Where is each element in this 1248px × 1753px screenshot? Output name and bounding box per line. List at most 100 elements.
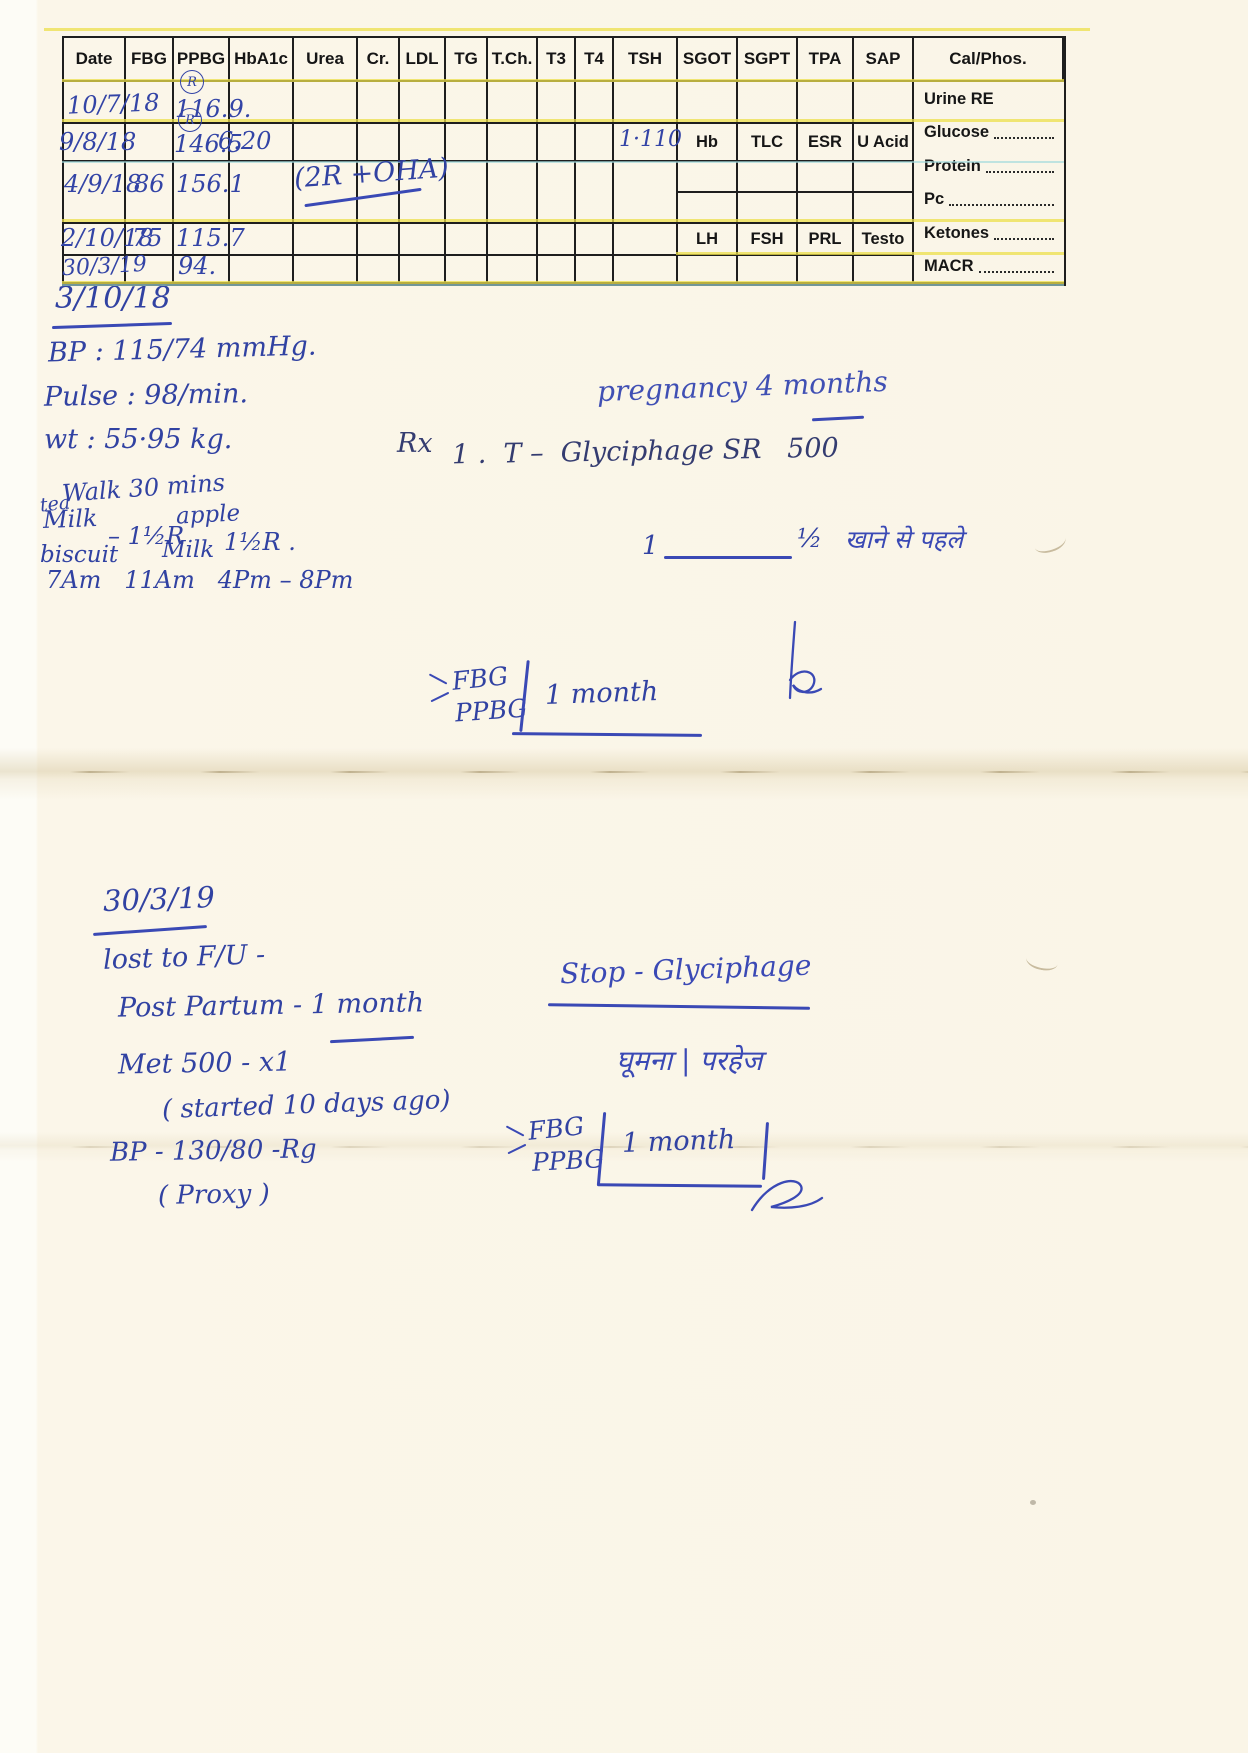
lab-cell-empty (488, 162, 538, 224)
visit1-diet-dose1: – 1½R (108, 522, 185, 550)
col-header-tch: T.Ch. (488, 38, 538, 82)
lab-cell-empty (488, 124, 538, 162)
lab-cell-empty (738, 256, 798, 284)
visit1-diet-biscuit: biscuit (40, 542, 119, 568)
panel-header-prl: PRL (798, 224, 854, 256)
visit2-date: 30/3/19 (102, 880, 216, 918)
dotted-leader (994, 237, 1054, 240)
lab-cell-empty (854, 193, 914, 224)
lab-cell-empty (614, 224, 678, 256)
lab-cell-empty (538, 162, 576, 224)
hw-hba1c-r2: 6.20 (218, 127, 272, 155)
lab-cell-empty (400, 256, 446, 284)
col-header-sgot: SGOT (678, 38, 738, 82)
lab-cell-empty (576, 256, 614, 284)
lab-cell-empty (798, 82, 854, 124)
urine-label-row: Protein (924, 157, 1056, 176)
lab-cell-ppbg: 115.7 (174, 224, 245, 256)
hw-ppbg-r5: 94. (178, 252, 217, 280)
stop-underline (547, 1003, 811, 1010)
col-header-calphos: Cal/Phos. (914, 38, 1064, 82)
visit1-date: 3/10/18 (55, 281, 171, 316)
lab-cell-tsh: 1·110 (614, 124, 682, 162)
visit1-weight: wt : 55·95 kg. (44, 424, 233, 455)
lab-cell-empty (446, 224, 488, 256)
lab-cell-empty (446, 162, 488, 224)
lab-cell-empty (230, 162, 294, 224)
visit1-diet-apple: apple (175, 500, 241, 530)
lab-cell-empty (488, 256, 538, 284)
lab-cell-empty (446, 124, 488, 162)
lab-cell-empty (126, 82, 174, 124)
col-header-t3: T3 (538, 38, 576, 82)
visit1-followup-test1: FBG (450, 661, 510, 696)
dose-evening: ½ (797, 524, 823, 554)
lab-cell-empty (614, 82, 678, 124)
hw-date-r5: 30/3/19 (61, 251, 148, 282)
doctor-signature (750, 1179, 824, 1212)
urine-label: Ketones (924, 223, 990, 242)
hw-ppbg-r3: 156.1 (176, 170, 245, 198)
col-header-sgpt: SGPT (738, 38, 798, 82)
visit2-line4: ( started 10 days ago) (161, 1084, 452, 1126)
visit2-followup-period: 1 month (621, 1124, 736, 1159)
panel-header-lh: LH (678, 224, 738, 256)
dotted-leader (985, 170, 1054, 173)
urine-label-row: MACR (924, 257, 1056, 276)
visit2-followup-test1: FBG (526, 1111, 586, 1146)
visit1-date-underline (51, 321, 173, 329)
lab-cell-empty (230, 82, 294, 124)
visit1-pulse: Pulse : 98/min. (43, 378, 249, 413)
urine-label-row: Glucose (924, 123, 1056, 142)
col-header-fbg: FBG (126, 38, 174, 82)
hw-fbg-r3: 86 (134, 170, 165, 198)
hw-date-r1: 10/7/18 (66, 88, 160, 120)
followup-rule (596, 1183, 763, 1188)
dotted-leader (978, 270, 1054, 273)
col-header-tg: TG (446, 38, 488, 82)
col-header-ldl: LDL (400, 38, 446, 82)
lab-cell-empty (538, 256, 576, 284)
col-header-hba1c: HbA1c (230, 38, 294, 82)
panel-header-hb: Hb (678, 124, 738, 162)
lab-cell-empty (538, 82, 576, 124)
visit2-followup-test2: PPBG (531, 1144, 606, 1177)
lab-cell-empty (294, 162, 358, 224)
lab-cell-empty (576, 224, 614, 256)
lab-cell-empty (294, 82, 358, 124)
urine-label: Glucose (924, 123, 990, 142)
dose-instruction-hindi: खाने से पहले (845, 525, 964, 554)
lab-cell-empty (400, 162, 446, 224)
rx-item: 1 . T – Glyciphage SR 500 (451, 432, 839, 471)
visit1-diet-milk2: Milk (162, 537, 215, 563)
lab-cell-empty (678, 162, 738, 193)
lab-cell-empty (576, 82, 614, 124)
urine-label: Pc (924, 190, 945, 209)
followup-chevron (430, 691, 450, 703)
col-header-cr: Cr. (358, 38, 400, 82)
lab-cell-empty (488, 224, 538, 256)
lab-cell-empty (576, 162, 614, 224)
visit2-line2: Post Partum - 1 month (118, 987, 424, 1023)
followup-chevron (428, 673, 448, 685)
lab-cell-empty (294, 124, 358, 162)
lab-cell-empty (854, 162, 914, 193)
lab-results-table: Urine RE Glucose Protein Pc Ketones MACR… (59, 36, 1066, 286)
panel-header-esr: ESR (798, 124, 854, 162)
circled-r-mark: R (178, 108, 202, 132)
visit1-bp: BP : 115/74 mmHg. (47, 330, 317, 369)
lab-cell-empty (446, 256, 488, 284)
lab-cell-fbg: 86 (126, 162, 174, 224)
dose-morning: 1 (642, 531, 659, 561)
lab-cell-empty (538, 224, 576, 256)
visit2-line2-underline (329, 1035, 415, 1043)
lab-cell-empty (678, 256, 738, 284)
col-header-t4: T4 (576, 38, 614, 82)
lab-cell-empty (798, 256, 854, 284)
lab-cell-empty (738, 162, 798, 193)
lab-cell-empty (614, 256, 678, 284)
lab-cell-empty (678, 193, 738, 224)
paper-crease (0, 748, 1248, 800)
urine-label-row: Pc (924, 190, 1056, 209)
panel-header-tlc: TLC (738, 124, 798, 162)
